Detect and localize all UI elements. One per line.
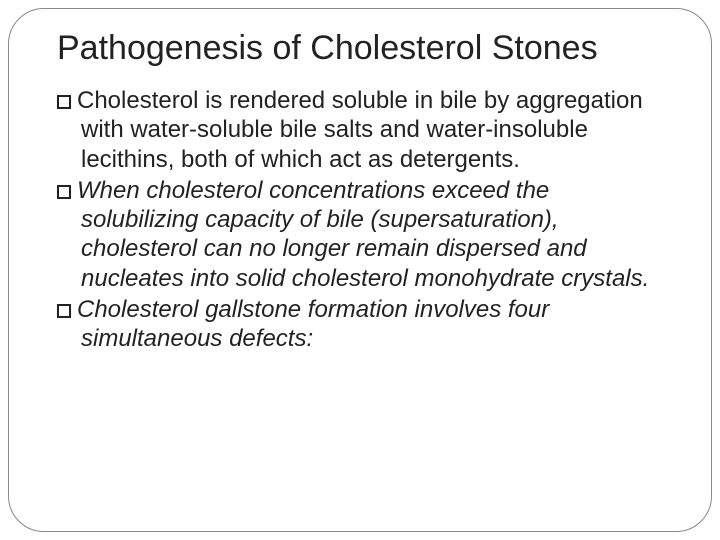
list-item: Cholesterol gallstone formation involves…: [81, 295, 663, 354]
square-bullet-icon: [57, 304, 71, 318]
list-item-text: Cholesterol is rendered soluble in bile …: [77, 87, 643, 173]
list-item: When cholesterol concentrations exceed t…: [81, 176, 663, 293]
slide-frame: Pathogenesis of Cholesterol Stones Chole…: [8, 8, 712, 532]
list-item-text: Cholesterol gallstone formation involves…: [77, 296, 549, 352]
slide-title: Pathogenesis of Cholesterol Stones: [57, 29, 663, 68]
list-item-text: When cholesterol concentrations exceed t…: [77, 177, 649, 292]
square-bullet-icon: [57, 95, 71, 109]
square-bullet-icon: [57, 185, 71, 199]
list-item: Cholesterol is rendered soluble in bile …: [81, 86, 663, 174]
slide-body-list: Cholesterol is rendered soluble in bile …: [57, 86, 663, 353]
